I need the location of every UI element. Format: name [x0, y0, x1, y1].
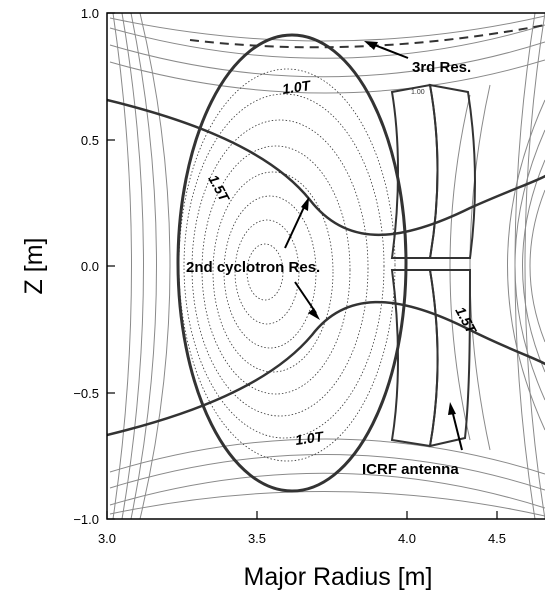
- last-closed-flux-surface: [176, 33, 408, 493]
- x-tick-label: 4.0: [398, 531, 416, 546]
- x-tick-label: 4.5: [488, 531, 506, 546]
- second-resonance-lower-curve: [107, 300, 545, 437]
- field-label-1-00-small: 1.00: [411, 89, 425, 96]
- plot-area: [107, 13, 545, 519]
- y-tick-label: −1.0: [73, 512, 99, 527]
- x-axis-label: Major Radius [m]: [244, 563, 433, 591]
- second-resonance-upper-curve: [107, 98, 545, 236]
- arrowheads: [301, 41, 456, 415]
- annotation-icrf-antenna: ICRF antenna: [362, 461, 459, 478]
- third-resonance-curve: [189, 24, 545, 49]
- y-axis-label: Z [m]: [20, 238, 48, 295]
- field-label-1-0t-top: 1.0T: [281, 77, 312, 97]
- tick-marks: [106, 12, 498, 520]
- y-tick-label: −0.5: [73, 386, 99, 401]
- y-tick-label: 0.0: [81, 259, 99, 274]
- x-tick-label: 3.5: [248, 531, 266, 546]
- y-tick-label: 0.5: [81, 133, 99, 148]
- field-label-1-0t-bottom: 1.0T: [294, 428, 325, 448]
- x-tick-label: 3.0: [98, 531, 116, 546]
- flux-contours: [109, 13, 545, 519]
- icrf-antenna: [390, 83, 477, 448]
- annotation-second-cyclotron-resonance: 2nd cyclotron Res.: [186, 259, 320, 276]
- annotation-third-resonance: 3rd Res.: [412, 59, 471, 76]
- annotation-arrows: [284, 43, 463, 451]
- y-tick-label: 1.0: [81, 6, 99, 21]
